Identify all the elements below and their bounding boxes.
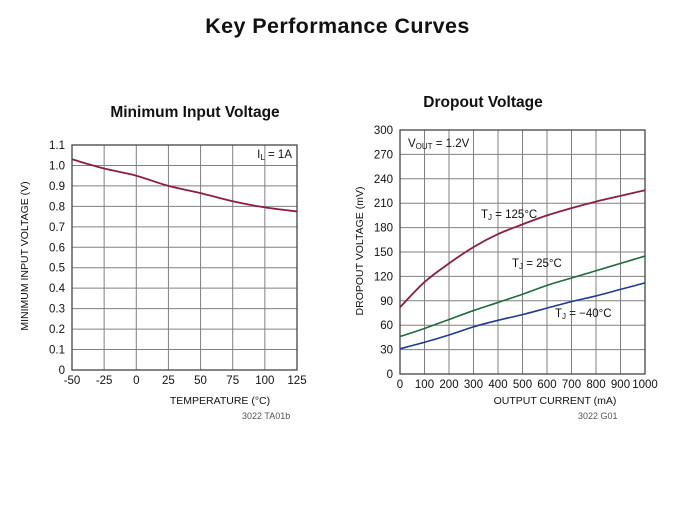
svg-text:200: 200 xyxy=(439,379,458,391)
svg-text:270: 270 xyxy=(374,149,393,161)
svg-text:1000: 1000 xyxy=(632,379,658,391)
svg-text:120: 120 xyxy=(374,271,393,283)
svg-text:30: 30 xyxy=(380,345,393,357)
svg-text:TJ = 125°C: TJ = 125°C xyxy=(481,209,537,222)
svg-text:60: 60 xyxy=(380,320,393,332)
svg-text:900: 900 xyxy=(611,379,630,391)
svg-text:700: 700 xyxy=(562,379,581,391)
svg-text:300: 300 xyxy=(374,125,393,137)
svg-text:400: 400 xyxy=(488,379,507,391)
svg-text:800: 800 xyxy=(586,379,605,391)
svg-text:240: 240 xyxy=(374,174,393,186)
svg-text:100: 100 xyxy=(415,379,434,391)
svg-text:TJ = −40°C: TJ = −40°C xyxy=(555,308,612,321)
svg-text:TJ = 25°C: TJ = 25°C xyxy=(512,258,562,271)
svg-text:180: 180 xyxy=(374,223,393,235)
svg-text:VOUT = 1.2V: VOUT = 1.2V xyxy=(408,138,470,151)
svg-text:300: 300 xyxy=(464,379,483,391)
svg-text:0: 0 xyxy=(387,369,393,381)
svg-text:0: 0 xyxy=(397,379,403,391)
svg-text:150: 150 xyxy=(374,247,393,259)
svg-text:90: 90 xyxy=(380,296,393,308)
svg-text:600: 600 xyxy=(537,379,556,391)
svg-text:500: 500 xyxy=(513,379,532,391)
svg-text:210: 210 xyxy=(374,198,393,210)
